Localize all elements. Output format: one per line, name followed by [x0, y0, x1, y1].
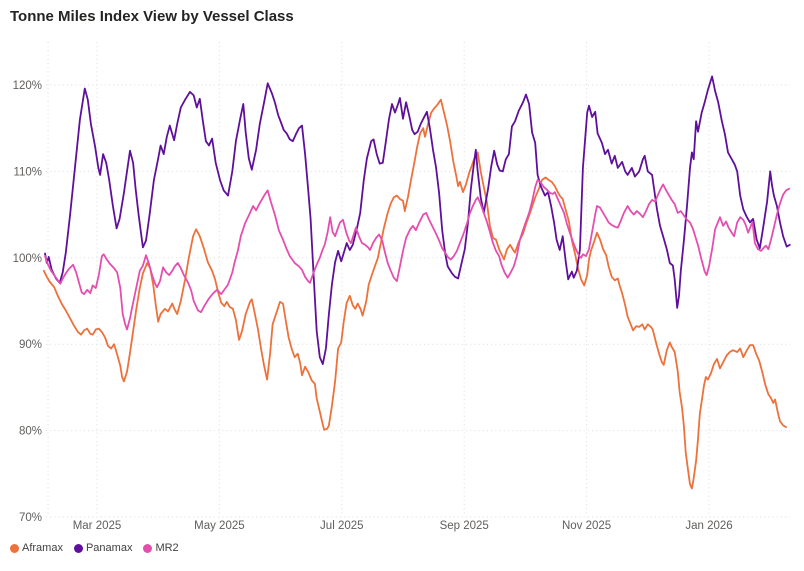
line-series-aframax[interactable]	[42, 98, 787, 490]
y-axis-tick-label: 120%	[13, 80, 42, 92]
legend-dot-icon	[73, 543, 83, 553]
y-axis-tick-label: 100%	[13, 253, 42, 265]
x-axis-tick-label: Jul 2025	[320, 520, 363, 532]
x-axis-tick-label: Sep 2025	[440, 520, 489, 532]
x-axis-tick-label: May 2025	[194, 520, 245, 532]
legend-label: Panamax	[85, 542, 133, 554]
legend-item-panamax[interactable]: Panamax	[73, 542, 133, 554]
legend-label: Aframax	[22, 542, 63, 554]
y-axis-tick-label: 90%	[19, 339, 42, 351]
legend-dot-icon	[10, 543, 19, 553]
line-series-panamax[interactable]	[44, 75, 791, 366]
legend-label: MR2	[155, 542, 179, 554]
legend-item-aframax[interactable]: Aframax	[10, 542, 63, 554]
x-axis-tick-label: Jan 2026	[685, 520, 732, 532]
line-series-mr2[interactable]	[44, 179, 791, 331]
chart-title: Tonne Miles Index View by Vessel Class	[10, 8, 294, 25]
y-axis-tick-label: 110%	[13, 166, 42, 178]
chart-legend: Aframax Panamax MR2	[10, 542, 179, 554]
y-axis-tick-label: 70%	[19, 512, 42, 524]
legend-item-mr2[interactable]: MR2	[143, 542, 179, 554]
legend-dot-icon	[143, 543, 153, 553]
x-axis-tick-label: Mar 2025	[73, 520, 122, 532]
y-axis-tick-label: 80%	[19, 426, 42, 438]
x-axis-tick-label: Nov 2025	[562, 520, 611, 532]
